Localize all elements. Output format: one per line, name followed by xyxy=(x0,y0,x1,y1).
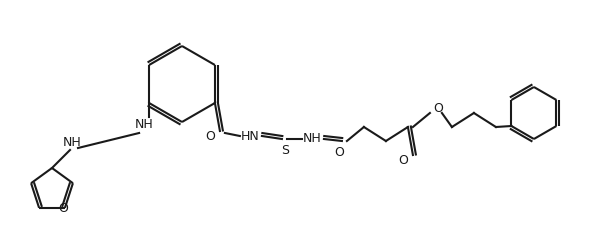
Text: O: O xyxy=(433,103,443,115)
Text: O: O xyxy=(334,146,344,160)
Text: NH: NH xyxy=(303,133,321,145)
Text: O: O xyxy=(398,153,408,167)
Text: NH: NH xyxy=(63,136,81,148)
Text: S: S xyxy=(281,144,289,158)
Text: NH: NH xyxy=(135,118,153,132)
Text: O: O xyxy=(205,130,215,142)
Text: O: O xyxy=(58,202,68,215)
Text: HN: HN xyxy=(241,130,259,142)
